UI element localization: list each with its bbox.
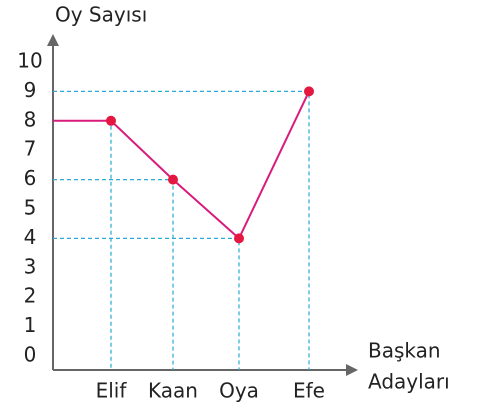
point (304, 86, 314, 97)
guide-line (53, 237, 240, 370)
point (234, 233, 244, 244)
x-tick-label: Elif (96, 379, 128, 403)
guide-line (53, 90, 310, 370)
y-axis-arrow (47, 34, 59, 46)
y-tick-label: 7 (24, 137, 37, 161)
x-axis-arrow (346, 364, 358, 376)
x-tick-label: Kaan (148, 379, 198, 403)
y-tick-label: 4 (24, 225, 37, 249)
x-tick-label: Oya (219, 379, 259, 403)
x-tick-label: Efe (293, 379, 325, 403)
point (106, 115, 116, 126)
y-axis-label: Oy Sayısı (55, 3, 147, 27)
y-tick-label: 2 (24, 284, 37, 308)
y-tick-label: 8 (24, 107, 37, 131)
y-tick-label: 3 (24, 254, 37, 278)
x-axis-label: Adayları (368, 370, 450, 394)
line (110, 90, 310, 241)
y-tick-label: 9 (24, 78, 37, 102)
guide-line (53, 120, 112, 370)
y-tick-label: 0 (24, 343, 37, 367)
y-tick-label: 5 (24, 196, 37, 220)
y-tick-label: 1 (24, 313, 37, 337)
y-tick-label: 10 (17, 49, 42, 73)
guide-line (53, 179, 174, 370)
point (168, 174, 178, 185)
x-axis-label: Başkan (368, 339, 441, 363)
y-tick-label: 6 (24, 166, 37, 190)
